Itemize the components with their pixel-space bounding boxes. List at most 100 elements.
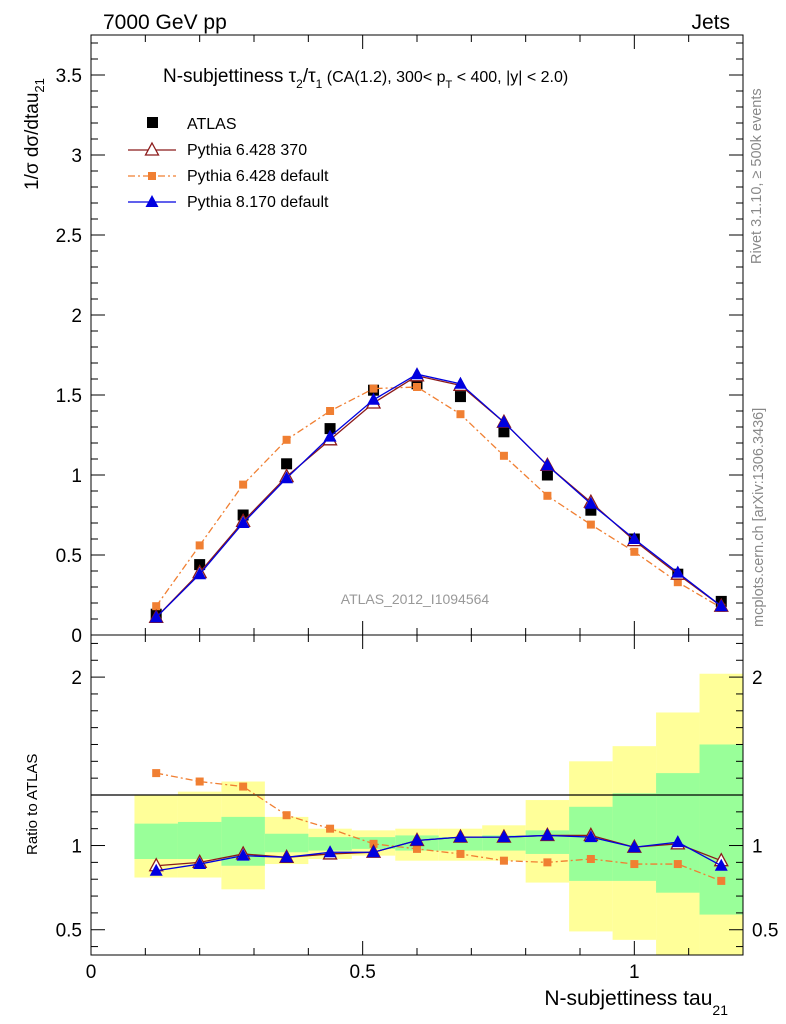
ratio-point-pythia-8-170-default	[627, 840, 641, 853]
main-point-pythia-6-428-default	[456, 410, 465, 419]
ratio-y-tick-label-right: 0.5	[752, 921, 778, 942]
legend-pythia6-370-label: Pythia 6.428 370	[187, 142, 307, 159]
x-tick-label: 0	[86, 962, 97, 983]
ratio-y-tick-label-right: 2	[752, 668, 763, 689]
ratio-band-green	[264, 833, 309, 853]
ratio-band-green	[699, 744, 743, 915]
main-point-pythia-6-428-default	[543, 491, 552, 500]
legend-atlas-label: ATLAS	[187, 116, 237, 133]
ratio-band-green	[134, 823, 178, 859]
main-point-pythia-8-170-default	[149, 610, 163, 623]
ratio-band-green	[656, 773, 700, 893]
ratio-series-pythia-6-428-default	[152, 769, 726, 885]
ratio-point-pythia-8-170-default	[323, 845, 337, 858]
legend-entry-atlas: ATLAS	[147, 116, 237, 133]
main-line-pythia-6-428-370	[155, 375, 722, 618]
ratio-series-pythia-8-170-default	[149, 828, 728, 876]
legend-entry-pythia6-default: Pythia 6.428 default	[128, 168, 329, 185]
legend-pythia6-default-marker	[148, 172, 156, 180]
main-point-pythia-8-170-default	[323, 429, 337, 442]
main-point-atlas	[585, 504, 597, 516]
legend-entry-pythia8-default: Pythia 8.170 default	[128, 194, 329, 211]
ratio-point-pythia-8-170-default	[453, 830, 467, 843]
main-point-pythia-8-170-default	[410, 367, 424, 380]
ratio-y-tick-label: 0.5	[56, 921, 82, 942]
main-series-pythia-6-428-default	[152, 383, 726, 612]
main-point-pythia-6-428-default	[630, 547, 639, 556]
ratio-point-pythia-8-170-default	[367, 845, 381, 858]
main-point-pythia-8-170-default	[540, 458, 554, 471]
ratio-band-green	[569, 806, 613, 881]
ratio-point-pythia-6-428-default	[717, 876, 726, 885]
main-y-tick-label: 1	[71, 466, 82, 487]
ratio-point-pythia-6-428-default	[413, 844, 421, 853]
header-energy-label: 7000 GeV pp	[103, 11, 227, 34]
main-y-axis-label: 1/σ dσ/dtau21	[22, 78, 47, 190]
ratio-point-pythia-6-428-default	[586, 855, 595, 863]
header-jets-label: Jets	[691, 11, 730, 34]
ratio-point-pythia-6-428-default	[239, 782, 248, 791]
main-point-pythia-8-170-default	[584, 496, 598, 509]
ratio-point-pythia-8-170-default	[671, 835, 685, 848]
ratio-line-pythia-6-428-default	[156, 772, 722, 882]
main-point-pythia-6-428-default	[586, 520, 595, 529]
main-y-tick-label: 3.5	[56, 66, 82, 87]
main-y-tick-label: 0.5	[56, 546, 82, 567]
ratio-point-pythia-6-428-default	[543, 858, 552, 867]
ratio-point-pythia-6-428-default	[456, 849, 465, 858]
ratio-point-pythia-8-170-default	[236, 848, 250, 861]
main-point-pythia-6-428-default	[413, 383, 421, 391]
main-y-tick-label: 1.5	[56, 386, 82, 407]
ratio-point-pythia-8-170-default	[149, 863, 163, 876]
ratio-point-pythia-6-428-default	[630, 860, 639, 869]
ratio-point-pythia-6-428-default	[326, 824, 335, 833]
main-series-pythia-8-170-default	[149, 367, 728, 623]
ratio-band-green	[482, 835, 526, 851]
legend-pythia8-default-marker	[145, 195, 159, 207]
main-point-pythia-6-428-default	[369, 384, 378, 393]
main-point-pythia-6-428-default	[282, 435, 291, 444]
main-point-atlas	[454, 391, 466, 403]
ratio-band-green	[308, 837, 352, 851]
main-point-pythia-8-170-default	[236, 516, 250, 528]
main-y-tick-label: 0	[71, 626, 82, 647]
ratio-point-pythia-8-170-default	[280, 850, 294, 863]
main-point-pythia-8-170-default	[453, 376, 467, 389]
ratio-point-pythia-8-170-default	[540, 828, 554, 841]
ratio-point-pythia-8-170-default	[714, 858, 728, 871]
ratio-y-axis-label: Ratio to ATLAS	[24, 754, 41, 855]
ratio-band-green	[438, 837, 483, 851]
main-point-pythia-6-428-default	[326, 407, 335, 415]
legend-pythia6-default-label: Pythia 6.428 default	[187, 168, 329, 185]
ratio-band-green	[177, 821, 222, 859]
main-y-tick-label: 2.5	[56, 226, 82, 247]
main-point-pythia-8-170-default	[280, 471, 294, 484]
ratio-point-pythia-8-170-default	[497, 830, 511, 843]
main-line-pythia-6-428-default	[155, 386, 722, 609]
ratio-point-pythia-6-428-default	[282, 811, 291, 820]
main-point-pythia-8-170-default	[193, 567, 207, 580]
ratio-y-tick-label: 2	[71, 668, 82, 689]
main-line-pythia-8-170-default	[155, 373, 722, 618]
legend-atlas-marker	[147, 117, 158, 128]
main-point-pythia-8-170-default	[367, 392, 381, 405]
ratio-y-tick-label: 1	[71, 837, 82, 858]
main-point-pythia-6-428-default	[152, 602, 161, 611]
main-point-pythia-8-170-default	[714, 599, 728, 612]
ratio-point-pythia-6-428-default	[195, 777, 204, 786]
analysis-id-label: ATLAS_2012_I1094564	[341, 591, 490, 607]
main-series-atlas	[150, 378, 727, 620]
ratio-point-pythia-6-428-default	[152, 769, 161, 778]
main-point-pythia-8-170-default	[671, 565, 685, 578]
main-point-atlas	[498, 426, 510, 438]
x-tick-label: 0.5	[349, 962, 375, 983]
main-point-atlas	[541, 469, 553, 481]
ratio-line-pythia-8-170-default	[156, 834, 722, 872]
ratio-y-tick-label-right: 1	[752, 837, 763, 858]
legend-pythia8-default-label: Pythia 8.170 default	[187, 194, 329, 211]
main-point-atlas	[324, 423, 336, 435]
mcplots-reference-label: mcplots.cern.ch [arXiv:1306.3436]	[751, 408, 767, 627]
main-plot-panel: 0 0.5 1 1.5 2 2.5 3 3.5 N-subjettiness τ2/τ1 (C…	[22, 34, 744, 647]
main-y-tick-label: 3	[71, 146, 82, 167]
ratio-plot-panel: 0.5 0.51 12 20 0.5 1 Ratio to ATLAS N-subjett…	[24, 634, 778, 1018]
